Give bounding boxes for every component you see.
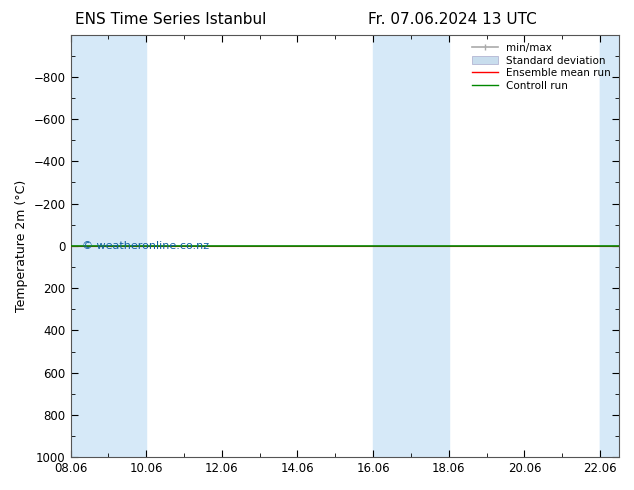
Bar bbox=[600, 35, 619, 457]
Text: ENS Time Series Istanbul: ENS Time Series Istanbul bbox=[75, 12, 266, 27]
Text: © weatheronline.co.nz: © weatheronline.co.nz bbox=[82, 241, 209, 251]
Bar bbox=[600, 35, 634, 457]
Legend: min/max, Standard deviation, Ensemble mean run, Controll run: min/max, Standard deviation, Ensemble me… bbox=[469, 40, 614, 94]
Y-axis label: Temperature 2m (°C): Temperature 2m (°C) bbox=[15, 180, 28, 312]
Bar bbox=[373, 35, 449, 457]
Bar bbox=[70, 35, 146, 457]
Text: Fr. 07.06.2024 13 UTC: Fr. 07.06.2024 13 UTC bbox=[368, 12, 536, 27]
